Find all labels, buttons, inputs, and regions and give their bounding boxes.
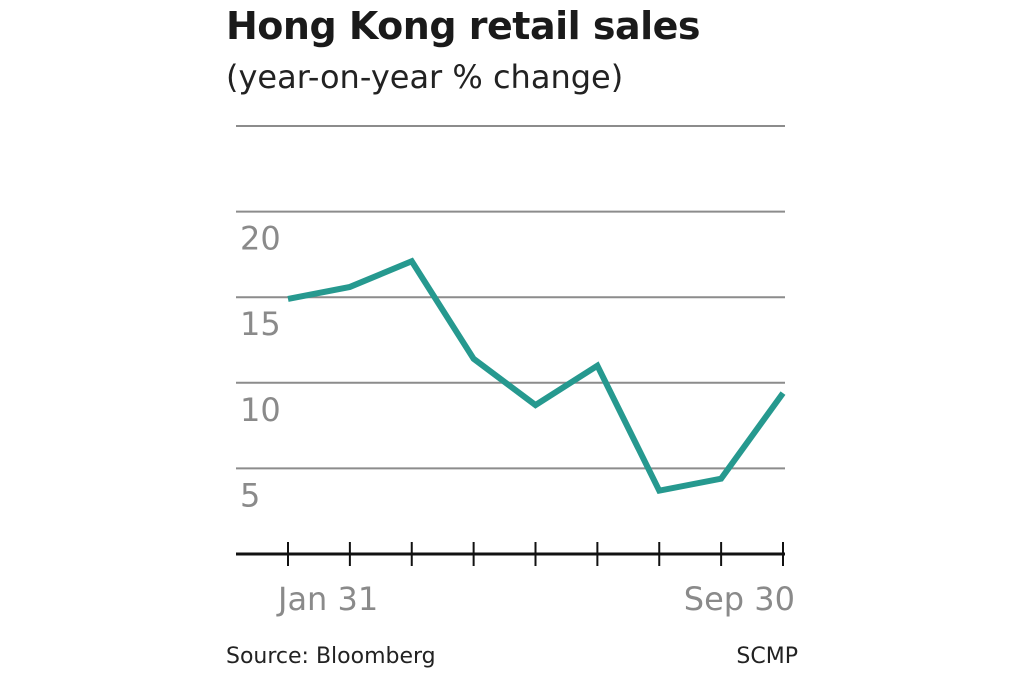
- y-tick-label-15: 15: [240, 305, 281, 343]
- chart-subtitle: (year-on-year % change): [226, 58, 624, 96]
- grid-layer: 5 10 15 20: [236, 125, 785, 514]
- y-tick-label-5: 5: [240, 476, 260, 514]
- series-layer: [287, 257, 786, 495]
- x-tick-label-9: Sep 30: [684, 580, 795, 618]
- line-chart: 5 10 15 20 Jan 31 Sep 30: [236, 125, 795, 618]
- y-tick-label-20: 20: [240, 220, 281, 258]
- series-line-1: [287, 257, 786, 495]
- chart-title: Hong Kong retail sales: [226, 4, 701, 48]
- x-axis: Jan 31 Sep 30: [236, 542, 795, 618]
- credit-note: SCMP: [736, 644, 798, 669]
- x-tick-label-1: Jan 31: [276, 580, 378, 618]
- y-tick-label-10: 10: [240, 391, 281, 429]
- source-note: Source: Bloomberg: [226, 644, 436, 669]
